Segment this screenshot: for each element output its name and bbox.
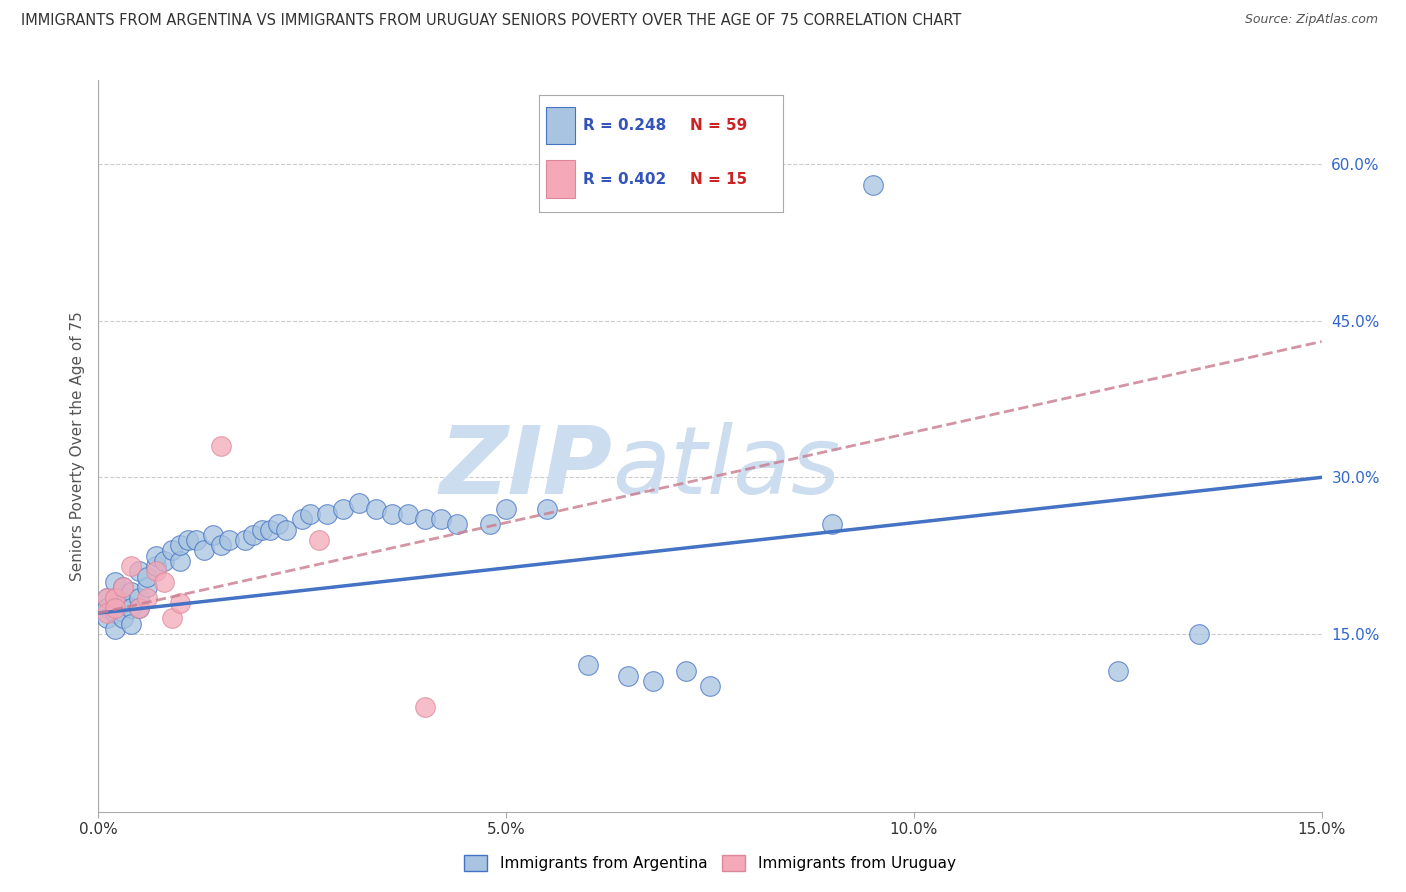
Point — [396, 507, 419, 521]
Point — [120, 559, 142, 574]
Point — [1107, 664, 1129, 678]
Point — [1188, 627, 1211, 641]
Point — [169, 554, 191, 568]
Point — [274, 523, 297, 537]
Point — [641, 674, 664, 689]
Point — [250, 523, 273, 537]
Point — [186, 533, 208, 547]
Point — [96, 601, 118, 615]
Point — [136, 580, 159, 594]
Point — [136, 591, 159, 605]
Point — [332, 501, 354, 516]
Point — [96, 606, 118, 620]
Point — [299, 507, 322, 521]
Point — [152, 554, 174, 568]
Point — [96, 591, 118, 605]
Point — [413, 512, 436, 526]
Point — [349, 496, 371, 510]
Point — [699, 679, 721, 693]
Point — [177, 533, 200, 547]
Point — [111, 611, 134, 625]
Legend: Immigrants from Argentina, Immigrants from Uruguay: Immigrants from Argentina, Immigrants fr… — [458, 849, 962, 877]
Point — [478, 517, 501, 532]
Point — [111, 580, 134, 594]
Point — [104, 622, 127, 636]
Point — [821, 517, 844, 532]
Point — [430, 512, 453, 526]
Point — [536, 501, 558, 516]
Point — [209, 439, 232, 453]
Point — [145, 549, 167, 563]
Point — [128, 601, 150, 615]
Point — [364, 501, 387, 516]
Point — [111, 580, 134, 594]
Point — [218, 533, 240, 547]
Point — [160, 543, 183, 558]
Point — [617, 669, 640, 683]
Point — [413, 700, 436, 714]
Point — [209, 538, 232, 552]
Point — [96, 611, 118, 625]
Point — [308, 533, 330, 547]
Point — [128, 591, 150, 605]
Point — [169, 596, 191, 610]
Point — [233, 533, 256, 547]
Point — [267, 517, 290, 532]
Point — [242, 528, 264, 542]
Text: atlas: atlas — [612, 423, 841, 514]
Point — [111, 596, 134, 610]
Text: ZIP: ZIP — [439, 422, 612, 514]
Point — [96, 591, 118, 605]
Point — [104, 574, 127, 589]
Point — [104, 591, 127, 605]
Point — [104, 606, 127, 620]
Point — [193, 543, 215, 558]
Point — [145, 565, 167, 579]
Point — [576, 658, 599, 673]
Point — [446, 517, 468, 532]
Point — [104, 601, 127, 615]
Point — [675, 664, 697, 678]
Point — [145, 559, 167, 574]
Point — [120, 601, 142, 615]
Text: Source: ZipAtlas.com: Source: ZipAtlas.com — [1244, 13, 1378, 27]
Point — [495, 501, 517, 516]
Point — [315, 507, 337, 521]
Point — [259, 523, 281, 537]
Point — [291, 512, 314, 526]
Point — [169, 538, 191, 552]
Point — [152, 574, 174, 589]
Point — [128, 565, 150, 579]
Y-axis label: Seniors Poverty Over the Age of 75: Seniors Poverty Over the Age of 75 — [69, 311, 84, 581]
Text: IMMIGRANTS FROM ARGENTINA VS IMMIGRANTS FROM URUGUAY SENIORS POVERTY OVER THE AG: IMMIGRANTS FROM ARGENTINA VS IMMIGRANTS … — [21, 13, 962, 29]
Point — [201, 528, 224, 542]
Point — [136, 569, 159, 583]
Point — [381, 507, 404, 521]
Point — [120, 616, 142, 631]
Point — [104, 591, 127, 605]
Point — [160, 611, 183, 625]
Point — [120, 585, 142, 599]
Point — [862, 178, 884, 192]
Point — [128, 601, 150, 615]
